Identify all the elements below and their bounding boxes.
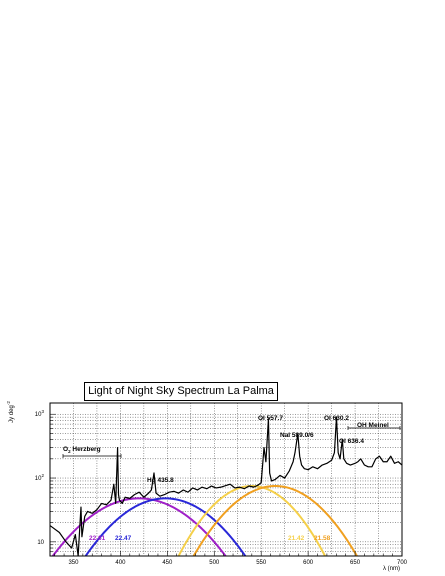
annotation-label: O2 Herzberg [63, 446, 101, 454]
annotation-label: OH Meinel [357, 422, 389, 429]
chart-title: Light of Night Sky Spectrum La Palma [84, 382, 278, 401]
annotation-label: 21.58 [314, 535, 331, 542]
annotation-label: NaI 589.0/6 [280, 432, 314, 439]
axes: 350 400 450 500 550 600 650 700 10 102 103 [35, 409, 408, 566]
y-tick-label: 10 [37, 540, 44, 546]
x-tick-label: 450 [162, 560, 173, 566]
annotation-label: 21.42 [288, 535, 305, 542]
x-tick-label: 700 [397, 560, 408, 566]
y-tick-label: 103 [35, 409, 45, 418]
annotation-label: 22.47 [115, 535, 132, 542]
annotation-label: OI 636.4 [339, 438, 364, 445]
x-tick-label: 400 [115, 560, 126, 566]
y-tick-label: 102 [35, 473, 45, 482]
x-tick-label: 500 [209, 560, 220, 566]
annotation-label: OI 630.2 [324, 415, 349, 422]
x-axis-label: λ (nm) [383, 566, 400, 572]
model-curve-2 [84, 497, 247, 556]
annotation-label: OI 557.7 [258, 415, 283, 422]
spectrum-line [50, 416, 402, 556]
plot-frame [49, 402, 403, 557]
y-axis-label: Jy deg-2 [6, 401, 15, 423]
annotation-label: Hg 435.8 [147, 477, 174, 484]
model-curve-4 [192, 485, 359, 556]
x-tick-label: 350 [68, 560, 79, 566]
model-curve-1 [51, 497, 227, 556]
annotation-label: 22.61 [89, 535, 106, 542]
model-curve-3 [177, 485, 327, 556]
x-tick-label: 600 [303, 560, 314, 566]
annotations: OI 557.7 OI 630.2 OH Meinel NaI 589.0/6 OI 6… [62, 415, 401, 542]
spectrum-series [50, 416, 402, 556]
x-tick-label: 550 [256, 560, 267, 566]
x-tick-label: 650 [350, 560, 361, 566]
